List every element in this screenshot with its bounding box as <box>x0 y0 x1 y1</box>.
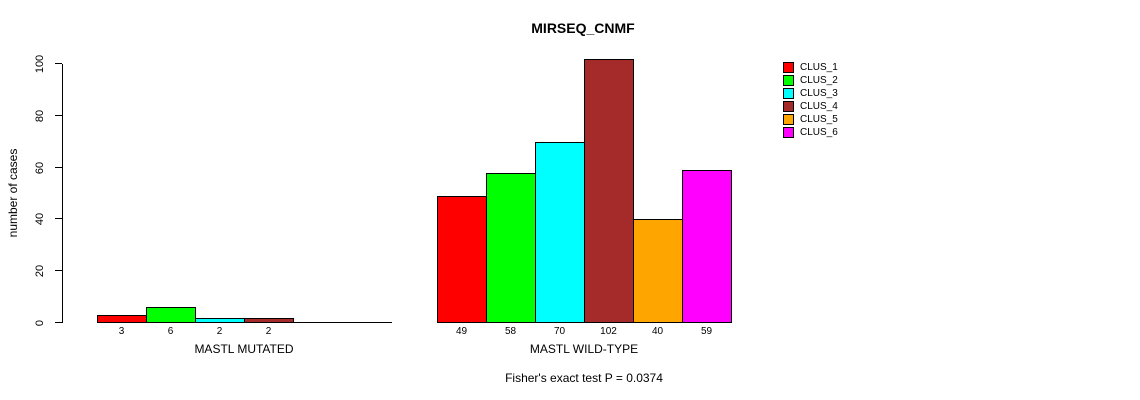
y-tick-label: 20 <box>34 264 46 278</box>
bar-value-clus_1-group-2: 49 <box>455 326 468 337</box>
legend-label-clus_1: CLUS_1 <box>800 62 838 73</box>
legend-swatch-clus_1 <box>783 62 794 73</box>
zero-bar-clus_6-group-1 <box>342 322 392 323</box>
bar-value-clus_1-group-1: 3 <box>118 326 125 337</box>
legend-swatch-clus_6 <box>783 127 794 138</box>
legend-label-clus_5: CLUS_5 <box>800 114 838 125</box>
y-axis-label: number of cases <box>6 148 20 238</box>
bar-clus_1-group-1 <box>97 315 147 323</box>
y-tick-label: 40 <box>34 212 46 226</box>
bar-value-clus_3-group-1: 2 <box>216 326 223 337</box>
bar-clus_2-group-1 <box>146 307 196 323</box>
legend-swatch-clus_4 <box>783 101 794 112</box>
legend-label-clus_6: CLUS_6 <box>800 127 838 138</box>
x-group-label-wild-type: MASTL WILD-TYPE <box>529 342 639 356</box>
bar-clus_3-group-2 <box>535 142 585 323</box>
legend-swatch-clus_3 <box>783 88 794 99</box>
legend-swatch-clus_2 <box>783 75 794 86</box>
y-tick-label: 80 <box>34 109 46 123</box>
legend-label-clus_3: CLUS_3 <box>800 88 838 99</box>
bar-value-clus_2-group-1: 6 <box>167 326 174 337</box>
fisher-test-note: Fisher's exact test P = 0.0374 <box>505 371 663 385</box>
bar-clus_4-group-1 <box>244 318 294 323</box>
y-tick <box>55 322 62 323</box>
y-tick-label: 0 <box>34 319 46 327</box>
bar-clus_3-group-1 <box>195 318 245 323</box>
y-tick-label: 60 <box>34 161 46 175</box>
legend-swatch-clus_5 <box>783 114 794 125</box>
zero-bar-clus_5-group-1 <box>293 322 343 323</box>
bar-clus_1-group-2 <box>437 196 487 323</box>
bar-clus_6-group-2 <box>682 170 732 323</box>
bar-value-clus_2-group-2: 58 <box>504 326 517 337</box>
y-tick <box>55 63 62 64</box>
bar-value-clus_4-group-1: 2 <box>265 326 272 337</box>
bar-value-clus_6-group-2: 59 <box>700 326 713 337</box>
legend-label-clus_2: CLUS_2 <box>800 75 838 86</box>
bar-value-clus_4-group-2: 102 <box>600 326 617 337</box>
y-axis-line <box>62 64 63 323</box>
y-tick <box>55 167 62 168</box>
y-tick-label: 100 <box>34 54 46 74</box>
chart-title: MIRSEQ_CNMF <box>531 20 635 36</box>
y-tick <box>55 115 62 116</box>
y-tick <box>55 270 62 271</box>
x-group-label-mutated: MASTL MUTATED <box>194 342 294 356</box>
bar-clus_4-group-2 <box>584 59 634 323</box>
legend-label-clus_4: CLUS_4 <box>800 101 838 112</box>
bar-clus_5-group-2 <box>633 219 683 323</box>
bar-clus_2-group-2 <box>486 173 536 323</box>
y-tick <box>55 218 62 219</box>
bar-value-clus_5-group-2: 40 <box>651 326 664 337</box>
bar-value-clus_3-group-2: 70 <box>553 326 566 337</box>
